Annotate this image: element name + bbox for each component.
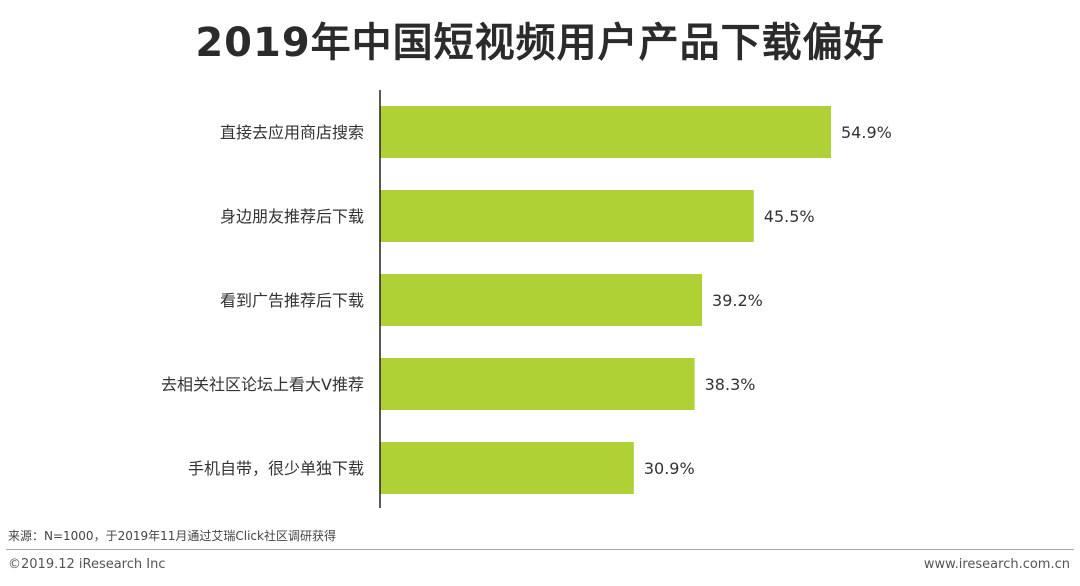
source-note: 来源：N=1000，于2019年11月通过艾瑞Click社区调研获得 xyxy=(8,529,336,543)
category-label: 直接去应用商店搜索 xyxy=(220,123,364,142)
value-label: 45.5% xyxy=(764,207,815,226)
bar xyxy=(380,190,754,242)
category-label: 看到广告推荐后下载 xyxy=(220,291,364,310)
bar xyxy=(380,106,831,158)
category-label: 去相关社区论坛上看大V推荐 xyxy=(161,375,364,394)
value-label: 38.3% xyxy=(705,375,756,394)
footer-divider xyxy=(6,549,1074,550)
category-label: 身边朋友推荐后下载 xyxy=(220,207,364,226)
website-text: www.iresearch.com.cn xyxy=(923,557,1070,572)
value-label: 54.9% xyxy=(841,123,892,142)
value-label: 30.9% xyxy=(644,459,695,478)
bar xyxy=(380,442,634,494)
chart-title: 2019年中国短视频用户产品下载偏好 xyxy=(195,20,885,66)
bar xyxy=(380,274,703,326)
bar xyxy=(380,358,695,410)
value-label: 39.2% xyxy=(712,291,763,310)
category-label: 手机自带，很少单独下载 xyxy=(188,459,364,478)
copyright-text: ©2019.12 iResearch Inc xyxy=(8,557,166,572)
